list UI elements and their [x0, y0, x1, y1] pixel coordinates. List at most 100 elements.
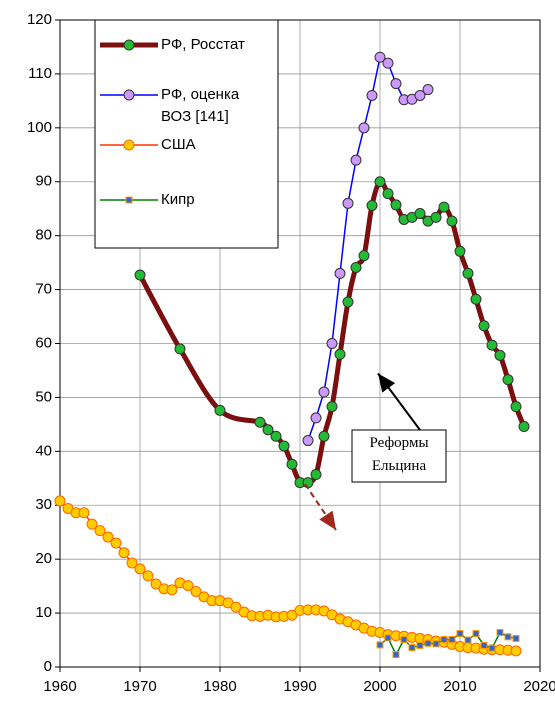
point [454, 245, 466, 257]
point [424, 639, 432, 647]
y-tick-label: 100 [27, 119, 52, 136]
point [382, 57, 394, 69]
point [318, 430, 330, 442]
point [302, 435, 314, 447]
point [390, 78, 402, 90]
point [392, 651, 400, 659]
legend-item: США [161, 136, 196, 153]
point [54, 495, 66, 507]
point [470, 293, 482, 305]
point [510, 401, 522, 413]
x-tick-label: 1980 [203, 678, 236, 695]
point [134, 563, 146, 575]
point [326, 338, 338, 349]
point [286, 458, 298, 470]
point [408, 644, 416, 652]
y-tick-label: 70 [35, 281, 52, 298]
point [512, 634, 520, 642]
point [270, 430, 282, 442]
point [126, 557, 138, 569]
point [504, 633, 512, 641]
legend-label: РФ, оценка ВОЗ [141] [161, 86, 240, 125]
annotation-box [351, 429, 447, 483]
point [376, 641, 384, 649]
point [488, 644, 496, 652]
y-tick-label: 110 [28, 65, 52, 82]
point [166, 584, 178, 596]
point [502, 374, 514, 386]
point [438, 201, 450, 213]
point [448, 636, 456, 644]
legend-box [94, 19, 279, 249]
legend-marker [123, 39, 135, 51]
point [262, 424, 274, 436]
point [374, 51, 386, 63]
legend-label: РФ, Росстат [161, 36, 245, 53]
point [414, 208, 426, 220]
point [384, 634, 392, 642]
point [86, 518, 98, 530]
point [464, 636, 472, 644]
point [78, 507, 90, 519]
y-tick-label: 60 [35, 334, 52, 351]
point [134, 269, 146, 281]
point [432, 640, 440, 648]
point [358, 122, 370, 134]
point [350, 154, 362, 166]
legend-marker [123, 89, 135, 101]
point [480, 641, 488, 649]
x-tick-label: 1990 [283, 678, 316, 695]
y-tick-label: 10 [35, 604, 52, 621]
y-tick-label: 30 [35, 496, 52, 513]
point [478, 320, 490, 332]
point [318, 386, 330, 398]
x-tick-label: 2020 [523, 678, 555, 695]
point [510, 645, 522, 657]
plot-frame [59, 19, 541, 668]
annotation: Реформы Ельцина [369, 435, 428, 474]
point [518, 421, 530, 433]
point [110, 537, 122, 549]
point [286, 609, 298, 621]
point [190, 586, 202, 598]
point [472, 630, 480, 638]
legend-marker [125, 196, 133, 204]
point [358, 250, 370, 262]
point [102, 531, 114, 543]
y-tick-label: 90 [35, 173, 52, 190]
point [494, 349, 506, 361]
x-tick-label: 2010 [443, 678, 476, 695]
point [326, 401, 338, 413]
annotation-arrow [377, 372, 421, 431]
point [382, 188, 394, 200]
point [440, 636, 448, 644]
y-tick-label: 40 [35, 442, 52, 459]
x-tick-label: 2000 [363, 678, 396, 695]
legend-item: РФ, Росстат [161, 36, 245, 53]
x-tick-label: 1970 [123, 678, 156, 695]
point [486, 339, 498, 351]
legend-item: РФ, оценка ВОЗ [141] [161, 86, 240, 125]
y-tick-label: 20 [35, 550, 52, 567]
y-tick-label: 80 [35, 227, 52, 244]
point [334, 267, 346, 279]
point [214, 404, 226, 416]
point [350, 261, 362, 273]
point [414, 89, 426, 101]
point [342, 296, 354, 308]
point [390, 199, 402, 211]
legend-marker [123, 139, 135, 151]
point [278, 440, 290, 452]
point [150, 578, 162, 590]
legend-item: Кипр [161, 191, 195, 208]
point [416, 641, 424, 649]
point [94, 525, 106, 537]
point [310, 469, 322, 481]
point [400, 636, 408, 644]
y-tick-label: 50 [35, 388, 52, 405]
point [254, 416, 266, 428]
point [456, 630, 464, 638]
point [142, 570, 154, 582]
legend-label: США [161, 136, 196, 153]
